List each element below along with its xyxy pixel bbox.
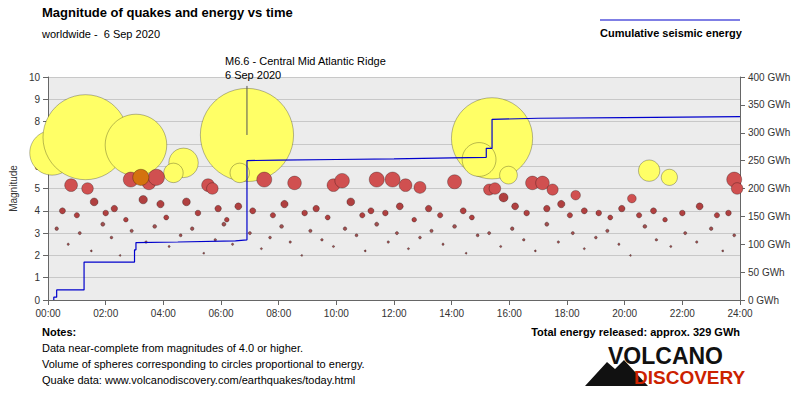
svg-text:1: 1 [34,272,40,283]
svg-text:06:00: 06:00 [209,308,234,319]
svg-text:DISCOVERY: DISCOVERY [634,367,746,388]
svg-text:18:00: 18:00 [554,308,579,319]
svg-text:6 Sep 2020: 6 Sep 2020 [225,69,281,81]
svg-text:04:00: 04:00 [151,308,176,319]
svg-text:0: 0 [34,295,40,306]
svg-text:400 GWh: 400 GWh [748,72,790,83]
svg-text:M6.6 - Central Mid Atlantic Ri: M6.6 - Central Mid Atlantic Ridge [225,55,386,67]
svg-text:50 GWh: 50 GWh [748,267,785,278]
svg-text:08:00: 08:00 [266,308,291,319]
svg-text:16:00: 16:00 [497,308,522,319]
svg-text:5: 5 [34,183,40,194]
svg-text:300 GWh: 300 GWh [748,127,790,138]
svg-text:3: 3 [34,228,40,239]
svg-text:8: 8 [34,116,40,127]
svg-text:10: 10 [29,72,41,83]
svg-text:200 GWh: 200 GWh [748,183,790,194]
svg-text:350 GWh: 350 GWh [748,99,790,110]
svg-text:12:00: 12:00 [381,308,406,319]
svg-text:22:00: 22:00 [670,308,695,319]
svg-text:4: 4 [34,205,40,216]
svg-text:20:00: 20:00 [612,308,637,319]
svg-text:Volume of spheres correspondin: Volume of spheres corresponding to circl… [42,358,365,370]
svg-text:150 GWh: 150 GWh [748,211,790,222]
svg-text:Magnitude of quakes and energy: Magnitude of quakes and energy vs time [42,5,293,20]
svg-text:24:00: 24:00 [727,308,752,319]
svg-text:02:00: 02:00 [93,308,118,319]
svg-text:Data near-complete from magnit: Data near-complete from magnitudes of 4.… [42,342,303,354]
svg-text:Quake data: www.volcanodiscove: Quake data: www.volcanodiscovery.com/ear… [42,374,355,386]
svg-text:100 GWh: 100 GWh [748,239,790,250]
svg-text:Notes:: Notes: [42,326,76,338]
svg-text:0 GWh: 0 GWh [748,295,779,306]
svg-text:Total energy released: approx.: Total energy released: approx. 329 GWh [531,326,740,338]
svg-text:worldwide - 6 Sep 2020: worldwide - 6 Sep 2020 [41,28,160,40]
svg-text:00:00: 00:00 [36,308,61,319]
svg-text:14:00: 14:00 [439,308,464,319]
svg-text:2: 2 [34,250,40,261]
svg-text:Cumulative seismic energy: Cumulative seismic energy [600,27,743,39]
svg-text:Magnitude: Magnitude [8,165,19,212]
svg-text:10:00: 10:00 [324,308,349,319]
svg-text:250 GWh: 250 GWh [748,155,790,166]
svg-text:VOLCANO: VOLCANO [608,343,723,369]
svg-text:9: 9 [34,94,40,105]
